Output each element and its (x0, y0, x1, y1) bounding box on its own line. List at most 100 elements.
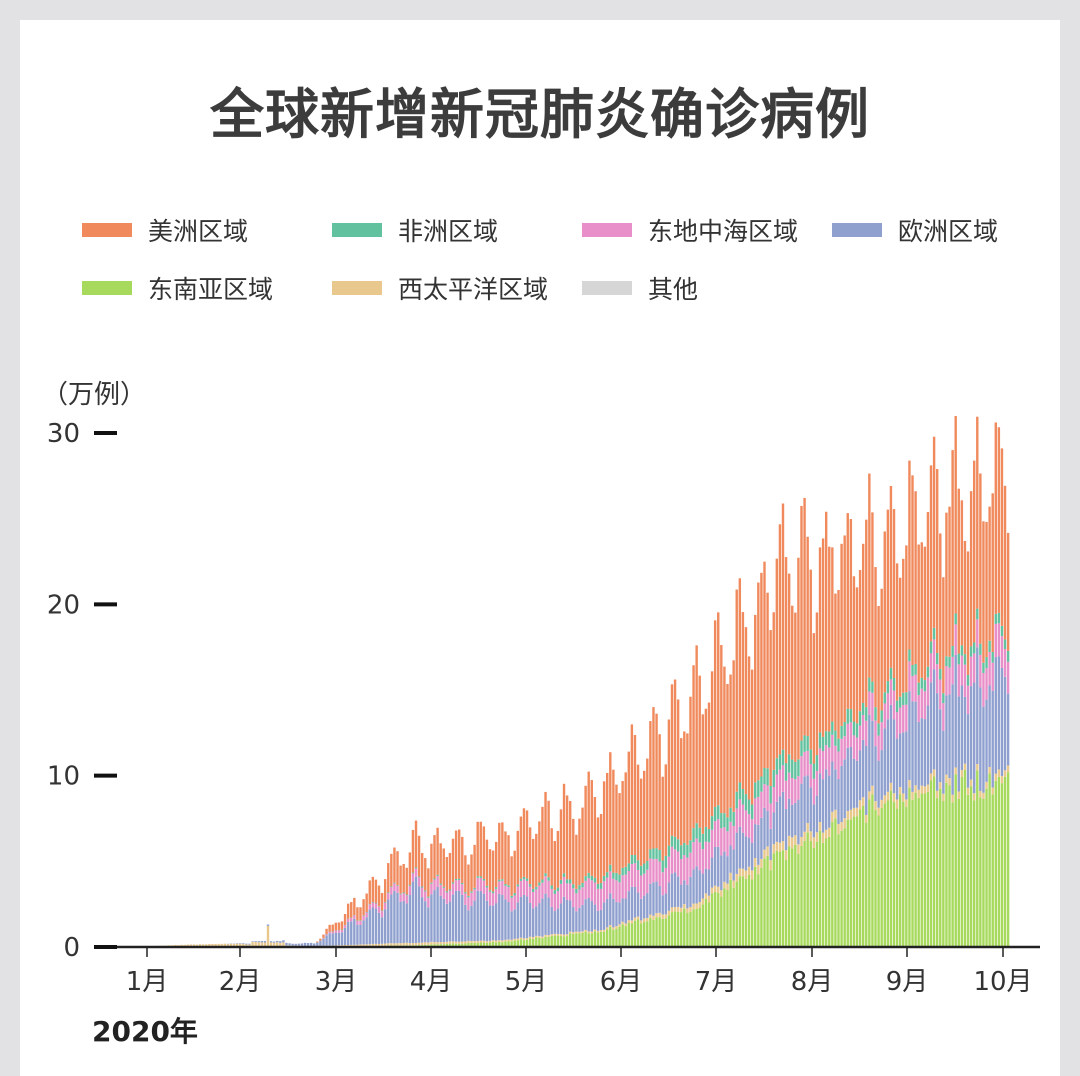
bar-eastern-mediterranean (960, 655, 964, 686)
bar-western-pacific (784, 850, 788, 860)
bar-eastern-mediterranean (741, 804, 745, 833)
bar-africa (414, 867, 418, 869)
bar-americas (895, 563, 899, 701)
bar-south-east-asia (581, 932, 584, 947)
bar-eastern-mediterranean (544, 876, 547, 894)
bar-africa (723, 813, 726, 828)
bar-africa (692, 828, 695, 843)
bar-eastern-mediterranean (787, 772, 791, 799)
bar-south-east-asia (812, 847, 816, 947)
bar-americas (880, 588, 883, 711)
bar-western-pacific (840, 822, 843, 831)
bar-africa (661, 860, 664, 873)
bar-americas (939, 533, 942, 669)
bar-western-pacific (377, 943, 381, 946)
bar-europe (266, 924, 270, 926)
bar-americas (865, 519, 868, 708)
bar-western-pacific (757, 864, 760, 875)
bar-south-east-asia (550, 935, 553, 947)
bar-south-east-asia (461, 943, 464, 947)
bar-western-pacific (917, 789, 920, 798)
bar-americas (602, 781, 606, 876)
bar-europe (806, 775, 809, 824)
bar-europe (892, 719, 896, 794)
bar-eastern-mediterranean (713, 821, 717, 847)
legend-swatch-south-east-asia (82, 281, 132, 295)
bar-eastern-mediterranean (732, 826, 735, 850)
bar-western-pacific (547, 935, 550, 937)
bar-eastern-mediterranean (417, 877, 421, 887)
bar-europe (812, 804, 816, 838)
bar-americas (618, 793, 621, 875)
bar-africa (430, 882, 433, 884)
bar-americas (831, 547, 834, 722)
bar-europe (717, 846, 720, 887)
bar-eastern-mediterranean (763, 784, 766, 808)
bar-europe (488, 905, 492, 941)
bar-americas (840, 543, 843, 726)
bar-americas (596, 817, 600, 884)
bar-africa (713, 806, 717, 822)
bar-western-pacific (707, 895, 711, 903)
bar-africa (1003, 639, 1007, 650)
bar-americas (686, 733, 689, 845)
bar-americas (491, 850, 495, 892)
bar-europe (522, 894, 526, 939)
bar-americas (945, 512, 948, 657)
bar-africa (383, 901, 387, 903)
bar-western-pacific (448, 941, 452, 944)
bar-europe (584, 899, 587, 930)
bar-americas (356, 907, 359, 921)
bar-south-east-asia (988, 773, 991, 947)
legend-label-africa: 非洲区域 (398, 217, 499, 246)
bar-africa (670, 835, 674, 847)
bar-western-pacific (945, 774, 948, 783)
bar-eastern-mediterranean (334, 930, 338, 933)
bar-eastern-mediterranean (596, 888, 600, 911)
bar-western-pacific (538, 936, 541, 938)
bar-americas (710, 671, 714, 817)
bar-americas (581, 807, 584, 883)
bar-africa (791, 759, 794, 778)
bar-western-pacific (812, 837, 816, 848)
bar-africa (680, 845, 683, 859)
bar-europe (683, 880, 686, 905)
bar-south-east-asia (479, 942, 482, 947)
bar-africa (473, 887, 476, 890)
bar-eastern-mediterranean (402, 893, 405, 901)
bar-europe (559, 903, 563, 935)
bar-africa (528, 884, 532, 887)
bar-americas (729, 674, 732, 808)
bar-eastern-mediterranean (639, 875, 643, 899)
bar-western-pacific (541, 936, 544, 939)
bar-africa (408, 885, 412, 887)
bar-south-east-asia (732, 887, 735, 947)
bar-europe (797, 799, 800, 845)
bar-western-pacific (485, 941, 489, 943)
legend-item-africa: 非洲区域 (332, 210, 498, 250)
bar-africa (849, 709, 853, 723)
bar-americas (501, 822, 504, 880)
bar-americas (587, 771, 590, 873)
bar-europe (612, 898, 615, 928)
bar-south-east-asia (735, 881, 738, 947)
bar-eastern-mediterranean (331, 931, 334, 934)
bar-eastern-mediterranean (393, 883, 396, 892)
bar-africa (541, 879, 544, 883)
bar-europe (442, 898, 445, 943)
bar-south-east-asia (565, 936, 569, 947)
bar-western-pacific (550, 934, 553, 936)
bar-europe (445, 903, 449, 942)
bar-western-pacific (350, 944, 353, 947)
bar-eastern-mediterranean (346, 919, 350, 922)
bar-eastern-mediterranean (994, 623, 997, 658)
bar-western-pacific (639, 920, 643, 924)
bar-south-east-asia (436, 944, 439, 947)
bar-south-east-asia (664, 918, 668, 947)
bar-eastern-mediterranean (929, 653, 933, 683)
bar-americas (535, 833, 538, 887)
bar-americas (538, 821, 541, 883)
bar-africa (448, 889, 452, 891)
bar-western-pacific (368, 944, 371, 946)
bar-europe (377, 912, 381, 944)
